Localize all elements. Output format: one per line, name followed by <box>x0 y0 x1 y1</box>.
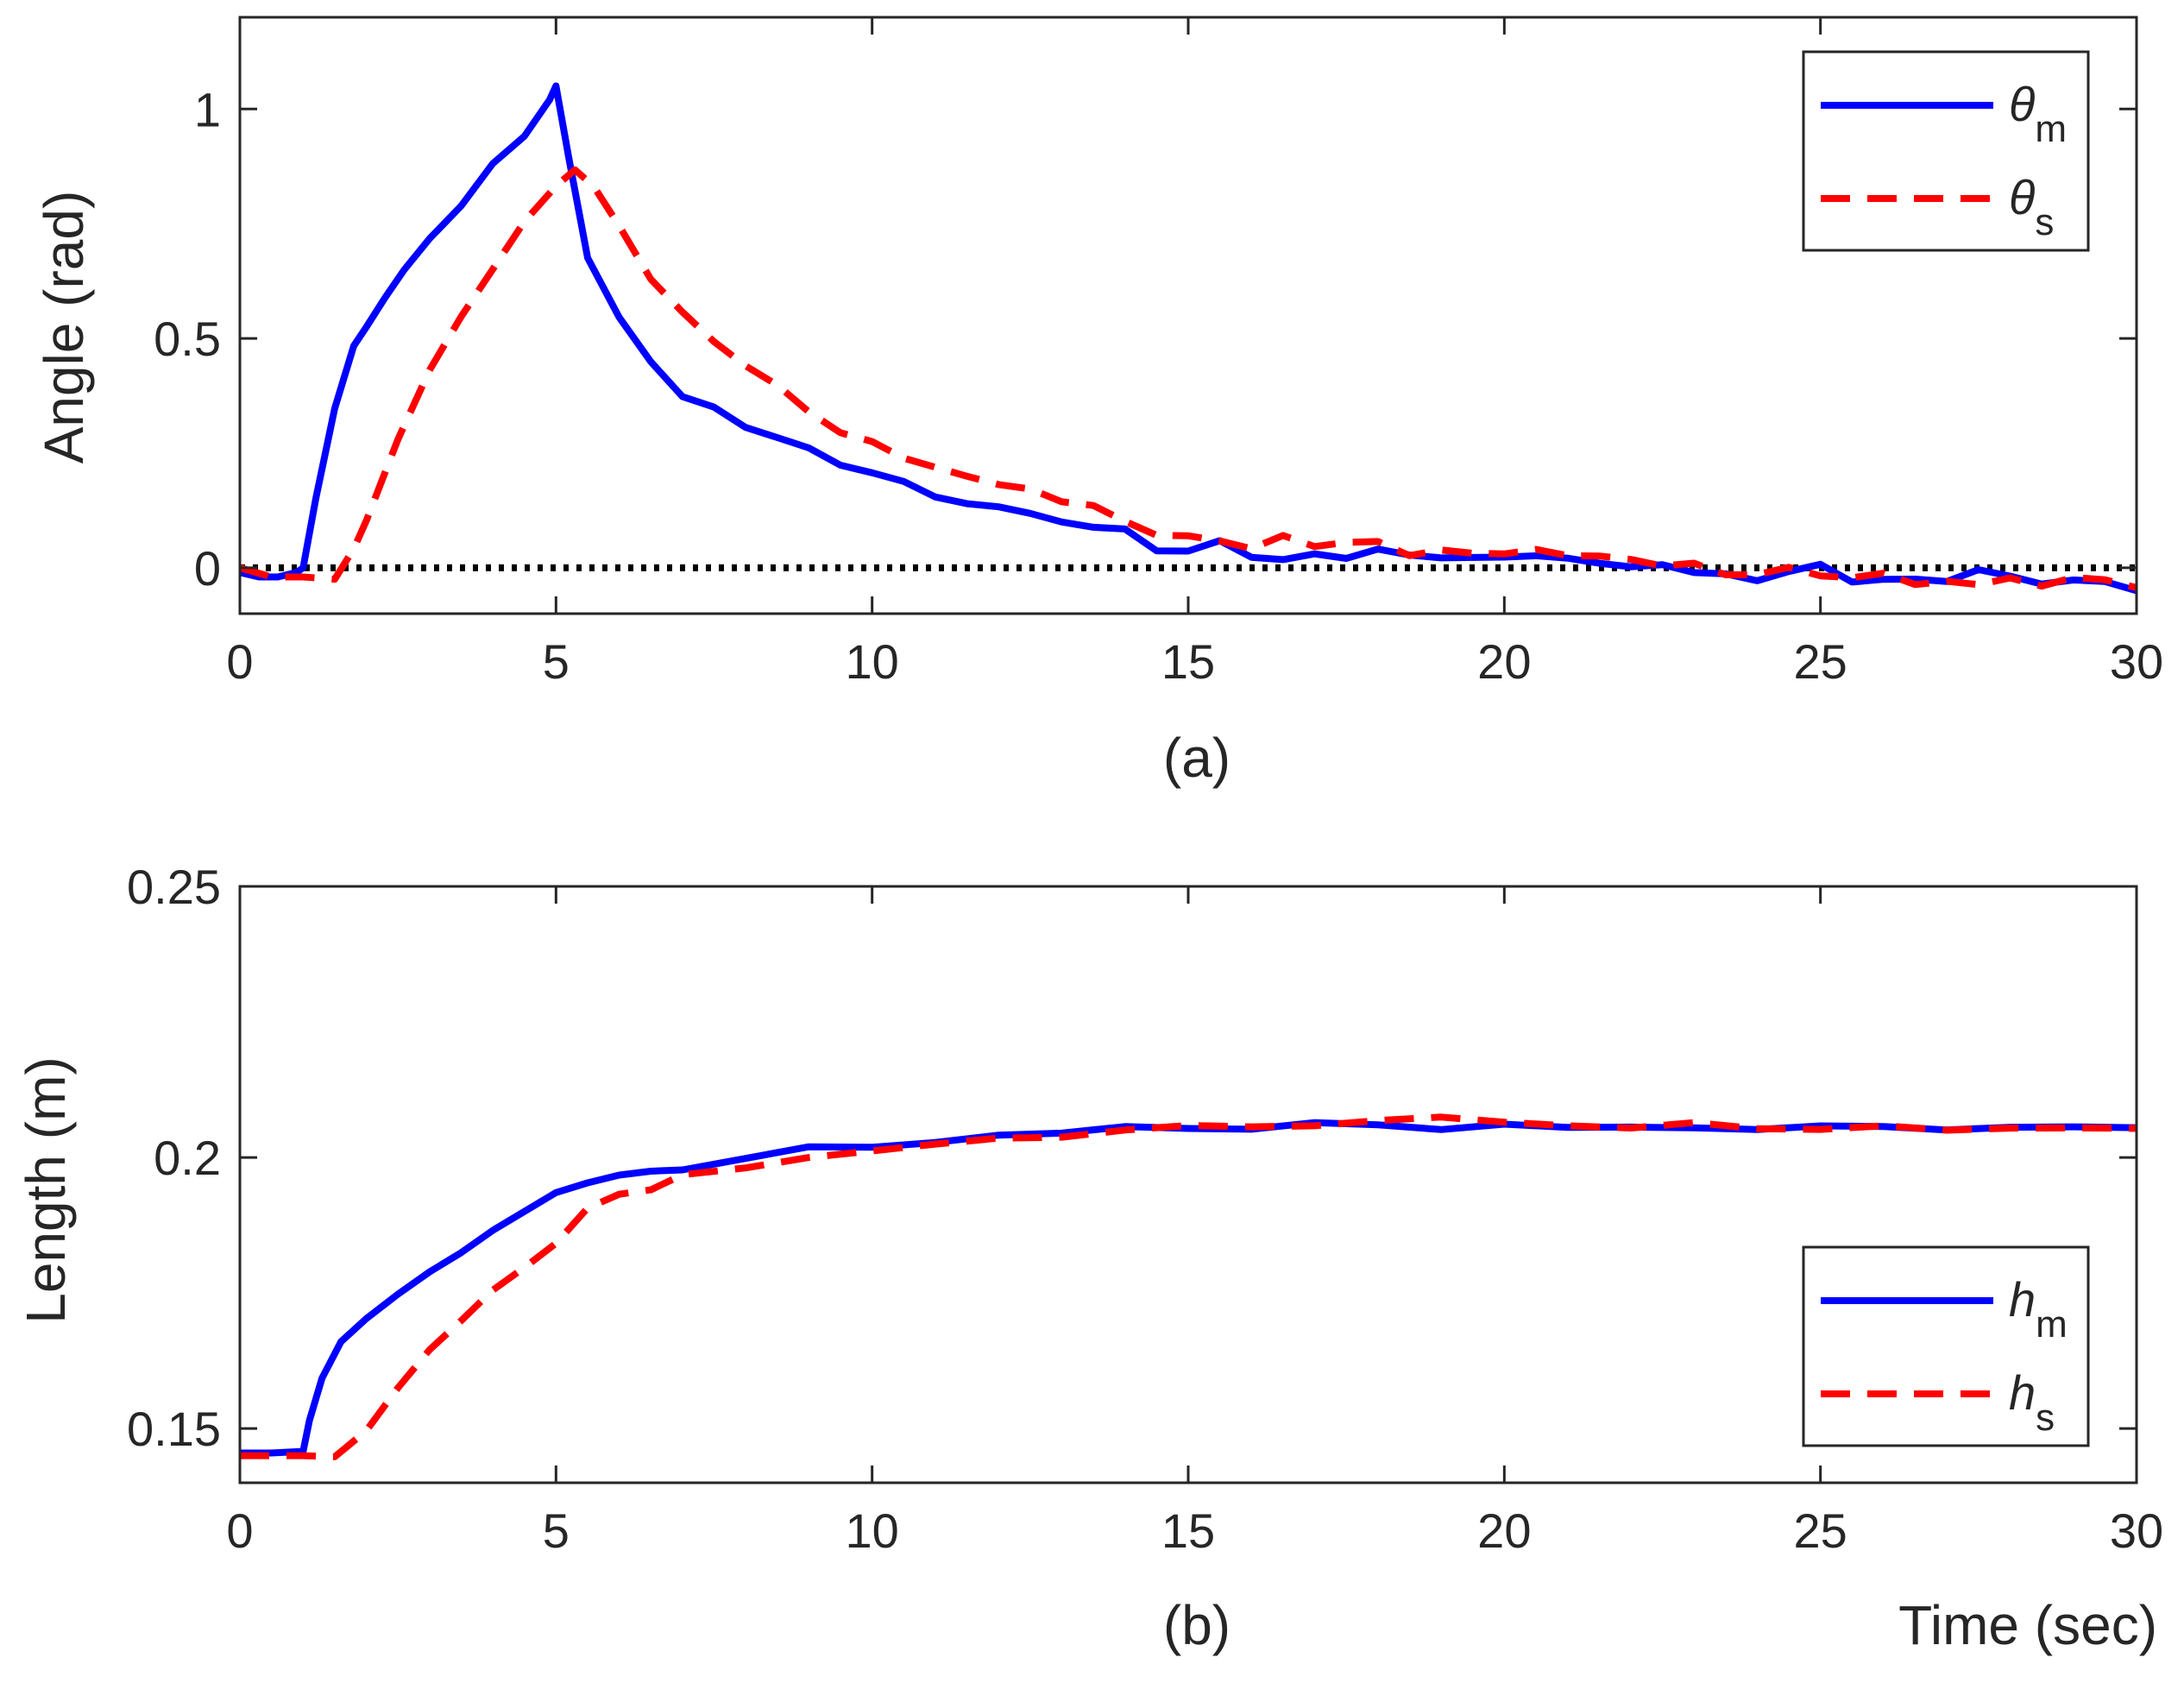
legend-b: hm hs <box>1802 1245 2090 1447</box>
xtick-label-a: 20 <box>1477 634 1531 689</box>
ytick-label-a: 1 <box>194 82 221 136</box>
series-line-s-b <box>240 1113 2137 1460</box>
legend-label-s-a: θs <box>2009 170 2054 243</box>
legend-a: θm θs <box>1802 50 2090 252</box>
panel-b: Length (m) (b) Time (sec) 0 5 10 15 20 25 30 0.… <box>15 860 2163 1656</box>
panel-a: Angle (rad) (a) 0 5 10 15 20 25 30 0 0.5 1 θm θs <box>33 16 2163 789</box>
ytick-label-b: 0.2 <box>154 1131 221 1185</box>
xtick-label-b: 5 <box>543 1503 570 1558</box>
xtick-label-a: 25 <box>1794 634 1847 689</box>
legend-box-b <box>1802 1245 2090 1447</box>
ytick-label-b: 0.15 <box>127 1402 221 1456</box>
legend-label-s-b: hs <box>2009 1365 2055 1439</box>
legend-box-a <box>1802 50 2090 252</box>
xtick-label-a: 0 <box>226 634 253 689</box>
ylabel-a: Angle (rad) <box>33 191 95 464</box>
xtick-label-b: 20 <box>1477 1503 1531 1558</box>
ytick-label-a: 0 <box>194 541 221 596</box>
series-line-s-a <box>240 166 2137 591</box>
xtick-label-b: 30 <box>2110 1503 2163 1558</box>
caption-b: (b) <box>1163 1594 1230 1656</box>
xtick-label-b: 0 <box>226 1503 253 1558</box>
ylabel-b: Length (m) <box>15 1056 77 1323</box>
legend-label-m-a: θm <box>2009 77 2067 150</box>
xtick-label-b: 10 <box>846 1503 899 1558</box>
xtick-label-a: 10 <box>846 634 899 689</box>
xtick-label-a: 5 <box>543 634 570 689</box>
xtick-label-b: 25 <box>1794 1503 1847 1558</box>
legend-label-m-b: hm <box>2009 1272 2068 1346</box>
series-group-b <box>240 1113 2137 1460</box>
ytick-label-b: 0.25 <box>127 860 221 914</box>
series-line-m-a <box>240 82 2137 595</box>
xtick-label-a: 30 <box>2110 634 2163 689</box>
xlabel-b: Time (sec) <box>1898 1594 2157 1656</box>
ytick-label-a: 0.5 <box>154 312 221 366</box>
series-group-a <box>240 82 2137 595</box>
xtick-label-a: 15 <box>1161 634 1215 689</box>
xtick-label-b: 15 <box>1161 1503 1215 1558</box>
caption-a: (a) <box>1163 727 1230 789</box>
